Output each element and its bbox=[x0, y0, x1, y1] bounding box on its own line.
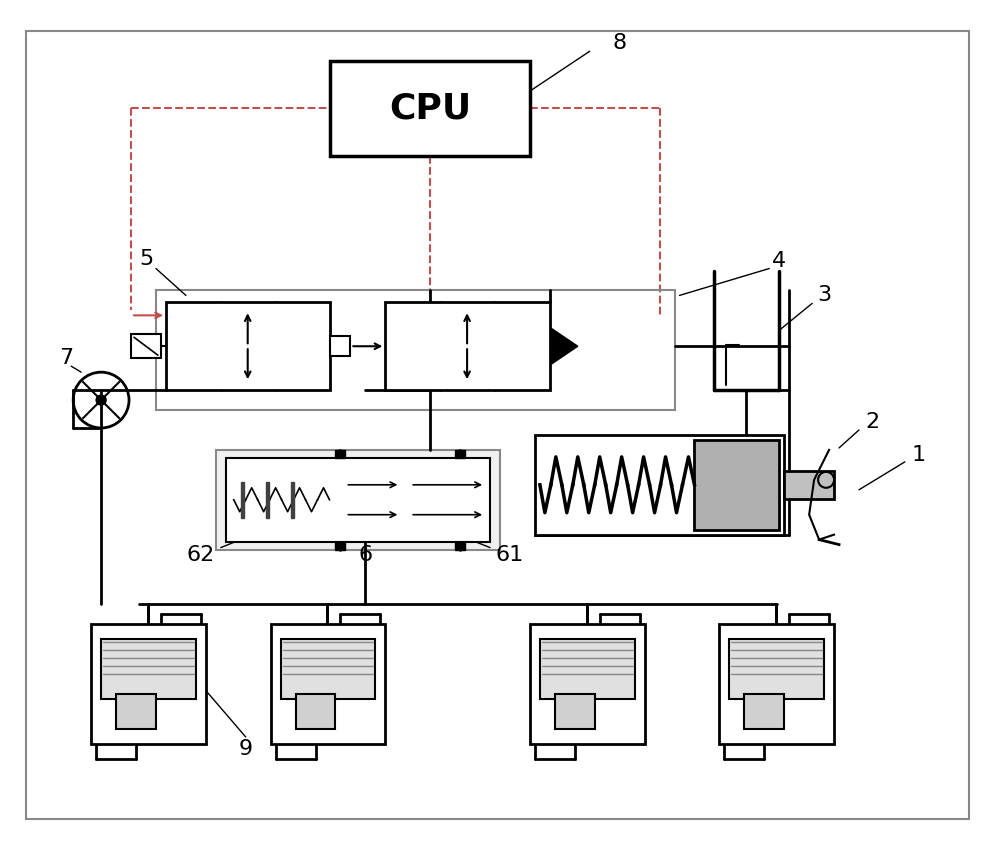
Text: CPU: CPU bbox=[389, 91, 471, 125]
Text: 1: 1 bbox=[912, 445, 926, 465]
Bar bbox=[116, 694, 156, 729]
Bar bbox=[281, 640, 375, 699]
Bar bbox=[719, 624, 834, 744]
Bar bbox=[335, 541, 345, 550]
Bar bbox=[694, 440, 779, 530]
Bar bbox=[101, 640, 196, 699]
Text: 8: 8 bbox=[613, 33, 627, 53]
Bar bbox=[784, 471, 834, 499]
Bar bbox=[744, 694, 784, 729]
Bar bbox=[694, 440, 779, 530]
Bar bbox=[271, 624, 385, 744]
Bar bbox=[91, 624, 206, 744]
Bar bbox=[296, 694, 335, 729]
Bar bbox=[385, 302, 550, 390]
Text: 7: 7 bbox=[59, 349, 73, 368]
Bar bbox=[330, 337, 350, 356]
Text: 6: 6 bbox=[358, 545, 372, 564]
Bar bbox=[131, 334, 161, 358]
Bar bbox=[156, 290, 675, 410]
Bar bbox=[535, 435, 784, 535]
Bar bbox=[216, 450, 500, 550]
Bar bbox=[241, 482, 244, 518]
Text: 5: 5 bbox=[139, 249, 153, 268]
Bar bbox=[530, 624, 645, 744]
Circle shape bbox=[96, 395, 106, 405]
Text: 61: 61 bbox=[496, 545, 524, 564]
Bar bbox=[540, 640, 635, 699]
Text: 9: 9 bbox=[239, 739, 253, 759]
Bar bbox=[729, 640, 824, 699]
Bar bbox=[555, 694, 595, 729]
Bar bbox=[335, 450, 345, 458]
Text: 2: 2 bbox=[865, 412, 879, 432]
Bar bbox=[166, 302, 330, 390]
Text: 4: 4 bbox=[772, 250, 786, 271]
Text: 62: 62 bbox=[187, 545, 215, 564]
Bar bbox=[455, 541, 465, 550]
Bar bbox=[266, 482, 269, 518]
Bar bbox=[330, 61, 530, 156]
Bar bbox=[291, 482, 294, 518]
Bar bbox=[455, 450, 465, 458]
Polygon shape bbox=[552, 329, 578, 364]
Text: 3: 3 bbox=[817, 285, 831, 305]
Bar bbox=[226, 458, 490, 541]
